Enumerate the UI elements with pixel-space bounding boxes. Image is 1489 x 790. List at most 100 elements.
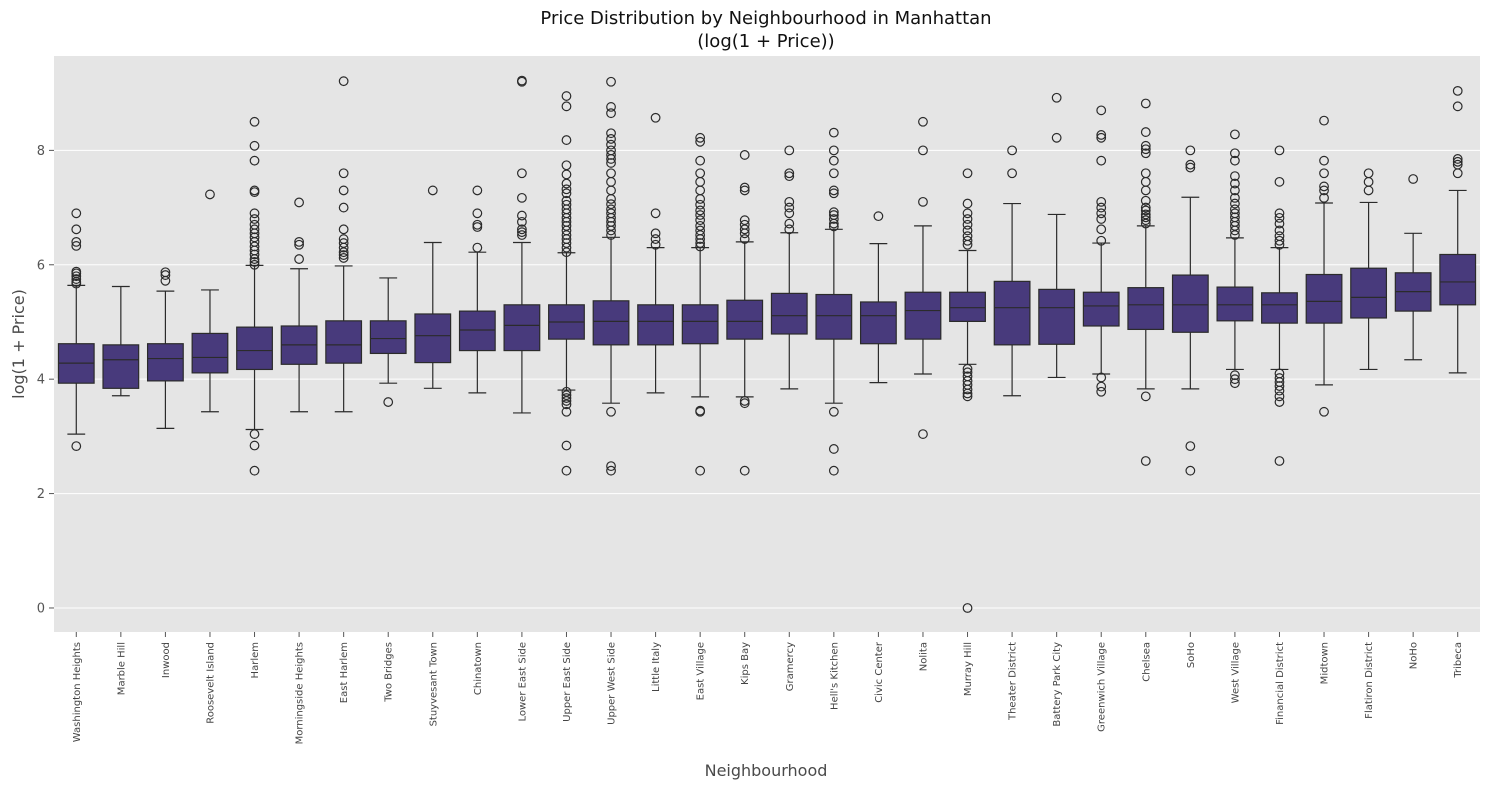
box <box>458 310 496 352</box>
outlier-point <box>1274 145 1285 156</box>
box <box>369 320 407 355</box>
outlier-point <box>249 208 260 219</box>
outlier-point <box>1319 192 1329 203</box>
outlier-point <box>1230 370 1240 381</box>
outlier-point <box>338 234 349 244</box>
x-tick-label: Hell's Kitchen <box>829 642 840 710</box>
box <box>1305 273 1343 324</box>
x-tick-label: Midtown <box>1320 642 1331 684</box>
box-group <box>458 185 496 394</box>
outlier-point <box>1230 204 1240 215</box>
outlier-point <box>828 127 839 138</box>
outlier-point <box>784 208 795 219</box>
box <box>1216 286 1254 322</box>
box <box>414 313 452 364</box>
box-group <box>993 145 1031 397</box>
outlier-point <box>71 224 82 235</box>
x-tick-label: Murray Hill <box>963 642 974 696</box>
box <box>859 301 897 345</box>
outlier-point <box>650 228 661 239</box>
box-group <box>191 189 229 413</box>
outlier-point <box>1185 441 1196 452</box>
outlier-point <box>606 199 616 210</box>
outlier-point <box>695 205 706 216</box>
box-group <box>1127 98 1165 466</box>
outlier-point <box>695 405 706 416</box>
outlier-point <box>249 257 260 267</box>
outlier-point <box>249 185 260 196</box>
outlier-point <box>828 168 839 179</box>
outlier-point <box>606 406 616 417</box>
x-tick-label: Marble Hill <box>116 642 127 695</box>
box-group <box>1216 129 1254 389</box>
outlier-point <box>739 465 750 476</box>
outlier-point <box>1319 168 1329 179</box>
x-tick-label: Battery Park City <box>1052 642 1063 727</box>
box <box>503 304 541 352</box>
outlier-point <box>962 603 973 613</box>
outlier-point <box>561 184 572 195</box>
outlier-point <box>650 234 661 244</box>
x-tick-label: Gramercy <box>785 642 796 691</box>
outlier-point <box>1140 212 1151 223</box>
boxes <box>57 75 1477 613</box>
x-tick-label: Morningside Heights <box>295 642 306 744</box>
outlier-point <box>249 219 260 230</box>
gridlines <box>54 149 1480 609</box>
outlier-point <box>962 168 973 179</box>
x-tick-label: East Village <box>696 642 707 700</box>
outlier-point <box>1319 185 1329 196</box>
outlier-point <box>1230 185 1240 196</box>
outlier-point <box>695 465 706 476</box>
box-group <box>325 76 363 413</box>
box <box>1439 253 1477 306</box>
x-tick-label: West Village <box>1230 642 1241 703</box>
outlier-point <box>472 185 483 196</box>
outlier-point <box>1185 145 1196 156</box>
outlier-point <box>962 367 973 378</box>
outlier-point <box>1230 129 1240 140</box>
outlier-point <box>338 202 349 213</box>
outlier-point <box>1140 144 1151 155</box>
outlier-point <box>472 242 483 253</box>
outlier-point <box>606 76 616 87</box>
outlier-point <box>828 207 839 218</box>
outlier-point <box>1274 391 1285 402</box>
box <box>681 304 719 345</box>
outlier-point <box>1051 132 1062 143</box>
box-group <box>57 208 95 452</box>
chart-title-line-1: Price Distribution by Neighbourhood in M… <box>540 8 991 29</box>
outlier-point <box>962 363 973 374</box>
outlier-point <box>517 75 527 86</box>
box-group <box>146 267 184 429</box>
outlier-point <box>962 219 973 230</box>
outlier-point <box>427 185 438 196</box>
x-tick-label: Nolita <box>918 642 929 671</box>
box <box>904 291 942 340</box>
outlier-point <box>1230 374 1240 385</box>
outlier-point <box>962 371 973 382</box>
box-group <box>369 277 407 407</box>
outlier-point <box>249 440 260 451</box>
y-tick-label: 2 <box>37 487 45 502</box>
outlier-point <box>1319 155 1329 166</box>
outlier-point <box>828 210 839 220</box>
outlier-point <box>962 231 973 242</box>
outlier-point <box>918 429 928 439</box>
outlier-point <box>695 225 706 236</box>
outlier-point <box>784 168 795 179</box>
y-tick-label: 4 <box>37 373 45 388</box>
outlier-point <box>739 219 750 230</box>
outlier-point <box>561 188 572 199</box>
outlier-point <box>1140 205 1151 216</box>
box-group <box>815 127 853 476</box>
outlier-point <box>1140 391 1151 402</box>
outlier-point <box>205 189 215 200</box>
outlier-point <box>1096 208 1107 219</box>
box-group <box>726 150 764 476</box>
outlier-point <box>71 241 82 251</box>
box-group <box>1082 105 1120 397</box>
outlier-point <box>1230 155 1240 166</box>
box-group <box>102 285 140 397</box>
outlier-point <box>828 444 839 454</box>
